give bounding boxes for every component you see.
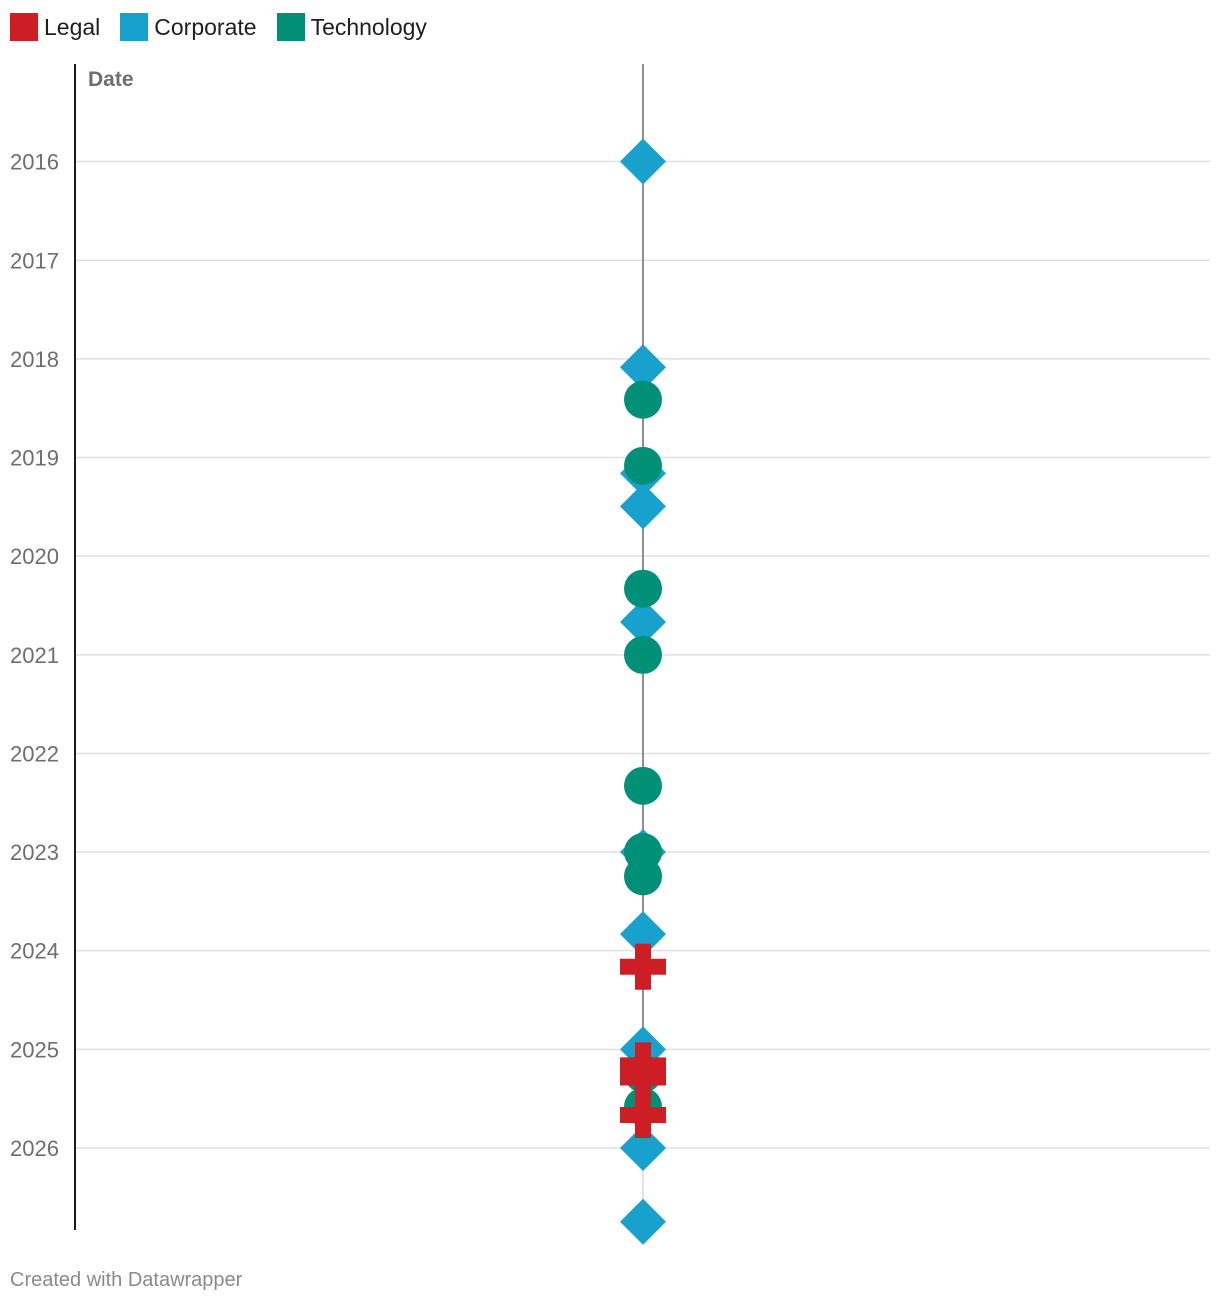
technology-point-1[interactable]	[624, 380, 662, 419]
corporate-point-10[interactable]	[620, 1198, 666, 1245]
legend-label-corporate: Corporate	[154, 13, 257, 40]
y-axis-title: Date	[88, 68, 134, 91]
y-tick-label-2018: 2018	[10, 347, 59, 372]
y-tick-label-2020: 2020	[10, 544, 59, 569]
legend-label-technology: Technology	[310, 13, 427, 40]
y-tick-label-2021: 2021	[10, 643, 59, 668]
y-tick-label-2016: 2016	[10, 150, 59, 175]
legal-point-3[interactable]	[620, 1054, 666, 1101]
corporate-point-9[interactable]	[620, 1125, 666, 1171]
y-axis: Date	[74, 64, 134, 1230]
technology-point-3[interactable]	[624, 569, 662, 608]
corporate-point-1[interactable]	[620, 138, 666, 185]
legend-swatch-technology	[276, 13, 305, 41]
corporate-point-4[interactable]	[620, 483, 666, 530]
legend-item-technology: Technology	[276, 13, 427, 41]
chart-legend: Legal Corporate Technology	[10, 12, 447, 42]
legal-point-4[interactable]	[620, 1092, 666, 1139]
y-tick-label-2017: 2017	[10, 248, 59, 273]
technology-point-7[interactable]	[624, 857, 662, 896]
corporate-point-5[interactable]	[620, 598, 666, 645]
technology-point-4[interactable]	[624, 635, 662, 674]
y-tick-label-2024: 2024	[10, 939, 59, 964]
y-tick-label-2023: 2023	[10, 840, 59, 865]
y-tick-label-2026: 2026	[10, 1136, 59, 1161]
corporate-point-7[interactable]	[620, 911, 666, 958]
data-points	[620, 138, 666, 1245]
corporate-point-2[interactable]	[620, 344, 666, 391]
y-tick-label-2022: 2022	[10, 741, 59, 766]
legend-item-corporate: Corporate	[120, 13, 257, 41]
technology-point-5[interactable]	[624, 766, 662, 805]
y-tick-labels: 2016 2017 2018 2019 2020 2021 2022 2023 2024 2025…	[10, 150, 59, 1162]
footer-credit: Created with Datawrapper	[10, 1269, 243, 1291]
technology-point-2[interactable]	[624, 446, 662, 485]
y-tick-label-2019: 2019	[10, 445, 59, 470]
legend-label-legal: Legal	[44, 13, 101, 40]
legend-swatch-corporate	[120, 13, 149, 41]
legal-point-1[interactable]	[620, 943, 666, 990]
y-tick-label-2025: 2025	[10, 1037, 59, 1062]
legend-item-legal: Legal	[10, 13, 100, 41]
legend-swatch-legal	[10, 13, 38, 41]
